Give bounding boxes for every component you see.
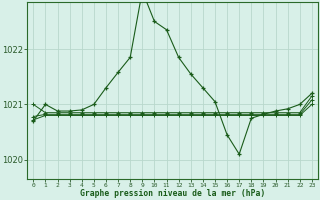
X-axis label: Graphe pression niveau de la mer (hPa): Graphe pression niveau de la mer (hPa) [80, 189, 265, 198]
